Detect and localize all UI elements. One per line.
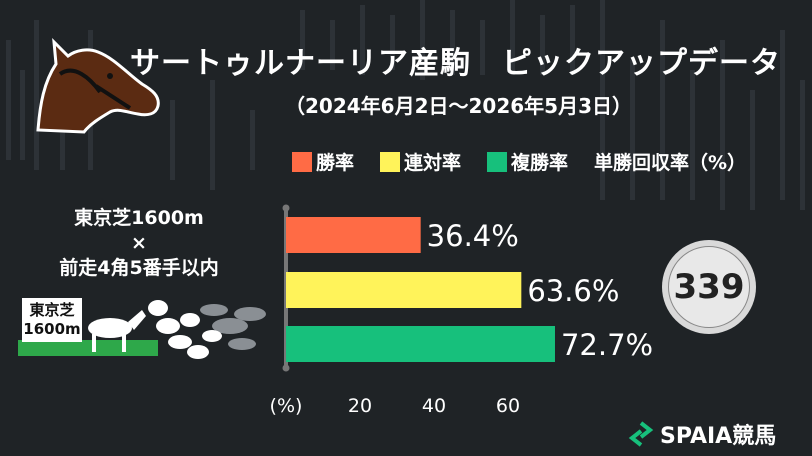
legend-item-quinella: 連対率 [380,148,461,175]
return-rate-badge: 339 [662,240,756,334]
y-axis-cap-bottom [282,364,290,372]
bar-value-label-1: 63.6% [527,274,619,308]
bar-2 [286,326,555,362]
condition-block: 東京芝1600m × 前走4角5番手以内 [24,206,254,281]
legend-item-show: 複勝率 [487,148,568,175]
period-subtitle: （2024年6月2日〜2026年5月3日） [285,94,632,118]
racing-horses-illustration [18,300,266,359]
legend: 勝率 連対率 複勝率 単勝回収率（%） [292,148,746,175]
y-axis-cap-top [282,204,290,212]
spaia-logo-text: SPAIA競馬 [660,424,777,449]
bar-0 [286,217,421,253]
return-rate-value: 339 [668,246,750,328]
x-tick-label-60: 60 [496,395,520,417]
spaia-logo: SPAIA競馬 [628,418,776,450]
condition-position: 前走4角5番手以内 [59,257,219,279]
condition-cross: × [131,232,147,254]
condition-course: 東京芝1600m [74,207,204,229]
legend-label-return-rate: 単勝回収率（%） [594,152,747,174]
legend-label-show: 複勝率 [511,152,569,174]
legend-swatch-show [487,151,508,172]
x-axis-unit-label: (%) [270,395,303,417]
horse-head-illustration [36,38,160,134]
spaia-logo-icon [628,421,654,447]
legend-item-win: 勝率 [292,148,354,175]
legend-label-quinella: 連対率 [404,152,462,174]
legend-swatch-quinella [380,151,401,172]
legend-label-win: 勝率 [316,152,355,174]
legend-swatch-win [292,151,312,172]
page-title: サートゥルナーリア産駒 ピックアップデータ [130,46,781,81]
bar-1 [286,272,522,308]
bar-value-label-0: 36.4% [427,219,519,253]
x-tick-label-40: 40 [422,395,446,417]
bar-value-label-2: 72.7% [561,328,653,362]
x-tick-label-20: 20 [348,395,372,417]
course-sign: 東京芝 1600m [22,298,82,342]
course-sign-line2: 1600m [23,320,81,338]
course-sign-line1: 東京芝 [29,301,75,319]
